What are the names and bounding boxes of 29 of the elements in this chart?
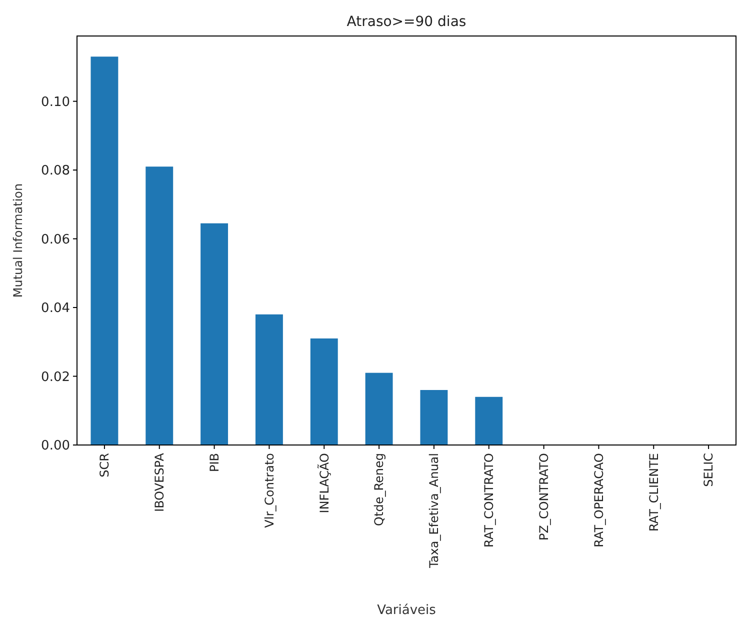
y-tick-label: 0.06	[41, 232, 70, 248]
x-tick-label: Taxa_Efetiva_Anual	[427, 453, 442, 569]
x-tick-label: SELIC	[702, 453, 716, 487]
x-tick-label: Qtde_Reneg	[372, 453, 386, 526]
x-tick-label: RAT_CONTRATO	[482, 453, 496, 548]
bar	[200, 223, 228, 445]
x-tick-label: PIB	[207, 453, 222, 472]
bar	[310, 338, 338, 445]
y-tick-label: 0.10	[41, 94, 70, 110]
bar	[255, 314, 283, 445]
y-tick-label: 0.04	[41, 301, 70, 316]
y-axis-title: Mutual Information	[11, 183, 25, 298]
bar	[90, 56, 118, 445]
y-tick-label: 0.00	[41, 438, 70, 454]
bar	[146, 166, 174, 445]
bar	[475, 396, 503, 445]
x-tick-label: RAT_OPERACAO	[592, 453, 606, 548]
x-tick-label: IBOVESPA	[152, 452, 167, 512]
chart-title: Atraso>=90 dias	[346, 14, 466, 30]
bar	[420, 390, 448, 445]
y-tick-label: 0.02	[41, 370, 70, 385]
bar	[365, 372, 393, 445]
x-axis-title: Variáveis	[377, 603, 436, 618]
x-tick-label: Vlr_Contrato	[262, 453, 276, 528]
y-tick-label: 0.08	[41, 164, 70, 179]
x-tick-label: PZ_CONTRATO	[536, 453, 551, 540]
x-tick-label: SCR	[98, 453, 112, 478]
x-tick-label: RAT_CLIENTE	[646, 453, 661, 532]
x-tick-label: INFLAÇÃO	[316, 453, 332, 514]
